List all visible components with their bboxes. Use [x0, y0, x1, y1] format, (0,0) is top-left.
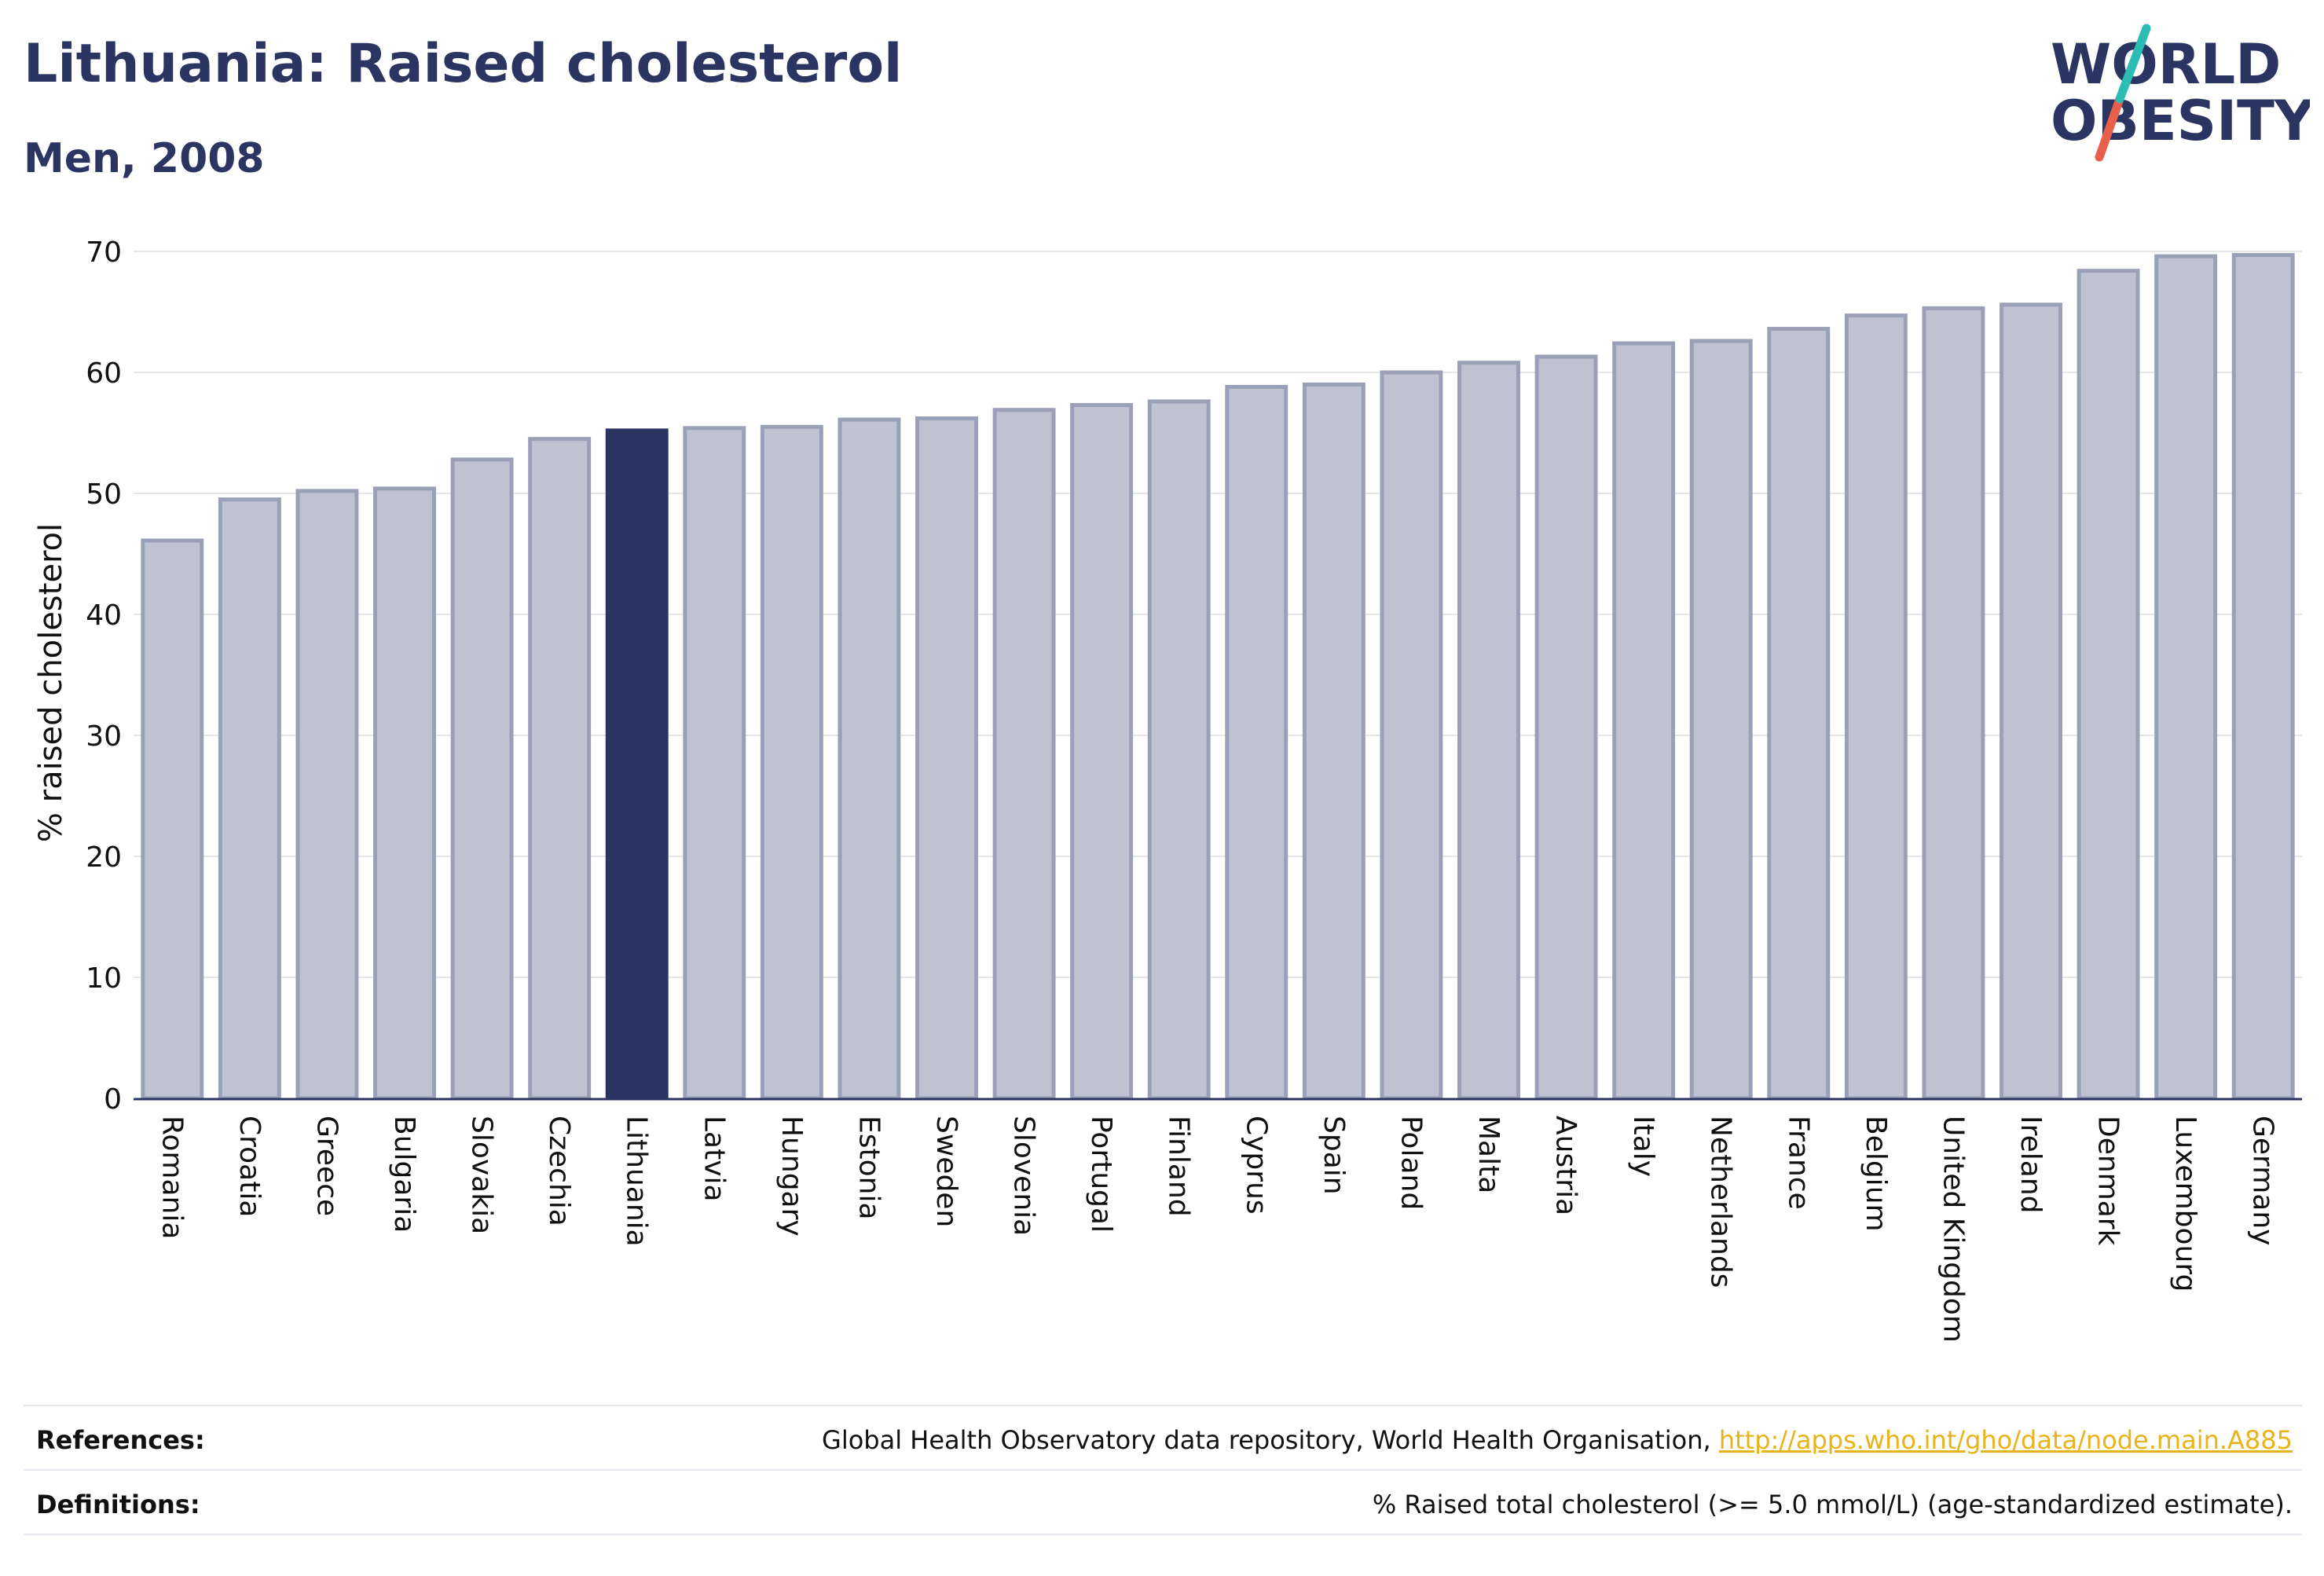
- page-title: Lithuania: Raised cholesterol: [24, 33, 903, 95]
- definitions-label: Definitions:: [36, 1490, 200, 1519]
- y-tick-label: 20: [86, 841, 122, 874]
- bar-italy[interactable]: [1612, 341, 1676, 1101]
- bar-netherlands[interactable]: [1689, 339, 1753, 1101]
- x-tick-label: Latvia: [698, 1116, 730, 1202]
- x-tick-label: Estonia: [852, 1116, 885, 1220]
- x-tick-label: Austria: [1550, 1116, 1582, 1215]
- bar-austria[interactable]: [1534, 354, 1598, 1101]
- bar-sweden[interactable]: [915, 416, 978, 1101]
- x-tick-label: Denmark: [2092, 1116, 2124, 1246]
- y-tick-label: 10: [86, 962, 122, 995]
- bar-hungary[interactable]: [760, 424, 823, 1101]
- bar-latvia[interactable]: [683, 426, 746, 1101]
- x-tick-label: Hungary: [775, 1116, 808, 1237]
- references-label: References:: [36, 1425, 205, 1455]
- bar-slovakia[interactable]: [450, 457, 514, 1101]
- x-tick-label: Malta: [1472, 1116, 1505, 1193]
- footer-divider-top: [24, 1405, 2302, 1406]
- footer-divider-middle: [24, 1469, 2302, 1471]
- bar-luxembourg[interactable]: [2154, 254, 2218, 1101]
- references-link[interactable]: http://apps.who.int/gho/data/node.main.A…: [1718, 1425, 2293, 1455]
- world-obesity-logo: WORLD OBESITY: [2051, 24, 2310, 162]
- bar-bulgaria[interactable]: [373, 486, 436, 1101]
- x-tick-label: Finland: [1163, 1116, 1195, 1217]
- x-tick-label: Luxembourg: [2169, 1116, 2201, 1292]
- bar-croatia[interactable]: [218, 497, 281, 1101]
- x-tick-label: United Kingdom: [1937, 1116, 1969, 1343]
- bar-belgium[interactable]: [1844, 313, 1908, 1101]
- bar-estonia[interactable]: [838, 417, 901, 1101]
- bar-france[interactable]: [1767, 327, 1831, 1101]
- x-tick-label: Romania: [156, 1116, 188, 1239]
- bar-portugal[interactable]: [1070, 403, 1134, 1101]
- bar-czechia[interactable]: [528, 437, 592, 1101]
- x-tick-label: Greece: [310, 1116, 343, 1216]
- x-tick-label: Poland: [1395, 1116, 1427, 1210]
- y-tick-label: 70: [86, 236, 122, 269]
- x-tick-label: Italy: [1627, 1116, 1659, 1177]
- x-tick-label: Germany: [2247, 1116, 2279, 1245]
- y-axis-ticks: 0 10 20 30 40 50 60 70: [86, 236, 122, 1116]
- page-subtitle: Men, 2008: [24, 135, 265, 182]
- x-tick-label: Netherlands: [1705, 1116, 1737, 1288]
- x-tick-label: France: [1782, 1116, 1814, 1210]
- bar-ireland[interactable]: [2000, 302, 2062, 1101]
- x-tick-label: Spain: [1318, 1116, 1350, 1195]
- x-tick-label: Cyprus: [1240, 1116, 1272, 1215]
- bar-slovenia[interactable]: [992, 408, 1056, 1101]
- x-tick-label: Slovenia: [1008, 1116, 1040, 1236]
- x-tick-label: Croatia: [233, 1116, 266, 1217]
- bars: [141, 253, 2295, 1101]
- bar-finland[interactable]: [1147, 399, 1211, 1101]
- bar-lithuania[interactable]: [605, 428, 669, 1101]
- footer-divider-bottom: [24, 1534, 2302, 1535]
- x-tick-label: Bulgaria: [388, 1116, 420, 1233]
- logo-slash-top: [2115, 24, 2151, 104]
- logo-slash-bottom: [2095, 94, 2124, 162]
- logo-line2: OBESITY: [2051, 89, 2310, 153]
- x-tick-label: Slovakia: [466, 1116, 498, 1234]
- bar-spain[interactable]: [1302, 382, 1365, 1101]
- y-tick-label: 30: [86, 720, 122, 753]
- y-tick-label: 40: [86, 599, 122, 632]
- x-axis-labels: Romania Croatia Greece Bulgaria Slovakia Czec…: [156, 1116, 2278, 1343]
- bar-united-kingdom[interactable]: [1922, 306, 1985, 1101]
- bar-denmark[interactable]: [2077, 269, 2140, 1101]
- bar-poland[interactable]: [1380, 370, 1443, 1101]
- x-tick-label: Belgium: [1860, 1116, 1892, 1232]
- bar-germany[interactable]: [2231, 253, 2295, 1101]
- x-tick-label: Ireland: [2014, 1116, 2047, 1214]
- logo-line1: WORLD: [2051, 32, 2281, 97]
- y-tick-label: 50: [86, 478, 122, 511]
- y-tick-label: 0: [104, 1083, 122, 1116]
- bar-malta[interactable]: [1457, 361, 1520, 1101]
- x-tick-label: Czechia: [543, 1116, 575, 1226]
- x-tick-label: Lithuania: [621, 1116, 653, 1247]
- x-tick-label: Portugal: [1085, 1116, 1117, 1233]
- references-text: Global Health Observatory data repositor…: [822, 1425, 2293, 1455]
- y-tick-label: 60: [86, 357, 122, 390]
- definitions-text: % Raised total cholesterol (>= 5.0 mmol/…: [1372, 1490, 2293, 1519]
- bar-greece[interactable]: [295, 489, 359, 1101]
- bar-cyprus[interactable]: [1225, 384, 1288, 1101]
- references-source: Global Health Observatory data repositor…: [822, 1425, 1719, 1455]
- bar-chart: 0 10 20 30 40 50 60 70 Romania Croatia Greece Bulg…: [33, 236, 2302, 1343]
- x-tick-label: Sweden: [930, 1116, 962, 1227]
- bar-romania[interactable]: [141, 538, 204, 1101]
- y-axis-label: % raised cholesterol: [33, 523, 69, 842]
